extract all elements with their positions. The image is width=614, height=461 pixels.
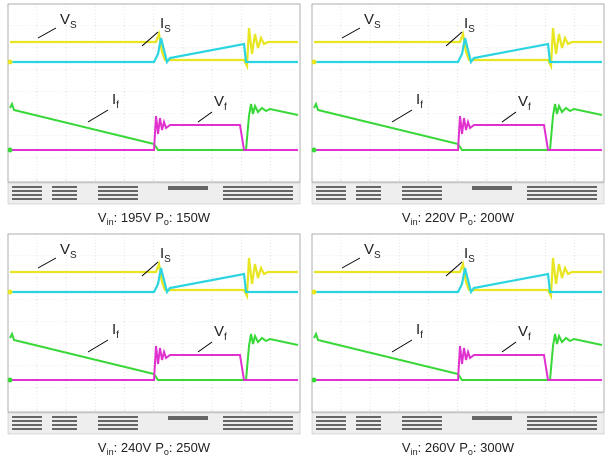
label-sub: S bbox=[70, 250, 77, 261]
label-sub: S bbox=[164, 254, 171, 265]
po-value: : 250W bbox=[169, 440, 211, 455]
label-sub: f bbox=[420, 100, 423, 111]
po-symbol: P bbox=[459, 440, 468, 455]
vin-value: : 220V bbox=[418, 210, 456, 225]
figure: VSISIfVfVin: 195VPo: 150WVSISIfVfVin: 22… bbox=[0, 0, 614, 461]
label-main: V bbox=[60, 241, 70, 258]
label-sub: S bbox=[70, 20, 77, 31]
label-main: V bbox=[364, 11, 374, 28]
oscilloscope-capture bbox=[312, 234, 605, 434]
vin-symbol: V bbox=[402, 210, 411, 225]
po-symbol: P bbox=[155, 210, 164, 225]
label-sub: S bbox=[468, 24, 475, 35]
label-main: V bbox=[214, 93, 224, 110]
label-main: V bbox=[518, 323, 528, 340]
po-symbol: P bbox=[155, 440, 164, 455]
po-value: : 300W bbox=[473, 440, 515, 455]
vin-value: : 240V bbox=[114, 440, 152, 455]
vin-symbol: V bbox=[402, 440, 411, 455]
vin-sub: in bbox=[107, 447, 114, 457]
oscilloscope-capture bbox=[8, 4, 301, 204]
label-sub: f bbox=[528, 102, 531, 113]
po-value: : 200W bbox=[473, 210, 515, 225]
label-sub: S bbox=[468, 254, 475, 265]
vin-value: : 260V bbox=[418, 440, 456, 455]
label-sub: f bbox=[116, 100, 119, 111]
oscilloscope-capture bbox=[8, 234, 301, 434]
vin-symbol: V bbox=[98, 440, 107, 455]
label-sub: f bbox=[420, 330, 423, 341]
po-symbol: P bbox=[459, 210, 468, 225]
label-main: V bbox=[364, 241, 374, 258]
label-sub: f bbox=[116, 330, 119, 341]
vin-symbol: V bbox=[98, 210, 107, 225]
oscilloscope-capture bbox=[312, 4, 605, 204]
label-sub: f bbox=[224, 102, 227, 113]
vin-sub: in bbox=[411, 217, 418, 227]
label-sub: f bbox=[528, 332, 531, 343]
vin-sub: in bbox=[107, 217, 114, 227]
label-main: V bbox=[214, 323, 224, 340]
po-value: : 150W bbox=[169, 210, 211, 225]
label-main: V bbox=[60, 11, 70, 28]
vin-value: : 195V bbox=[114, 210, 152, 225]
label-sub: f bbox=[224, 332, 227, 343]
vin-sub: in bbox=[411, 447, 418, 457]
label-sub: S bbox=[374, 20, 381, 31]
label-sub: S bbox=[374, 250, 381, 261]
label-main: V bbox=[518, 93, 528, 110]
label-sub: S bbox=[164, 24, 171, 35]
